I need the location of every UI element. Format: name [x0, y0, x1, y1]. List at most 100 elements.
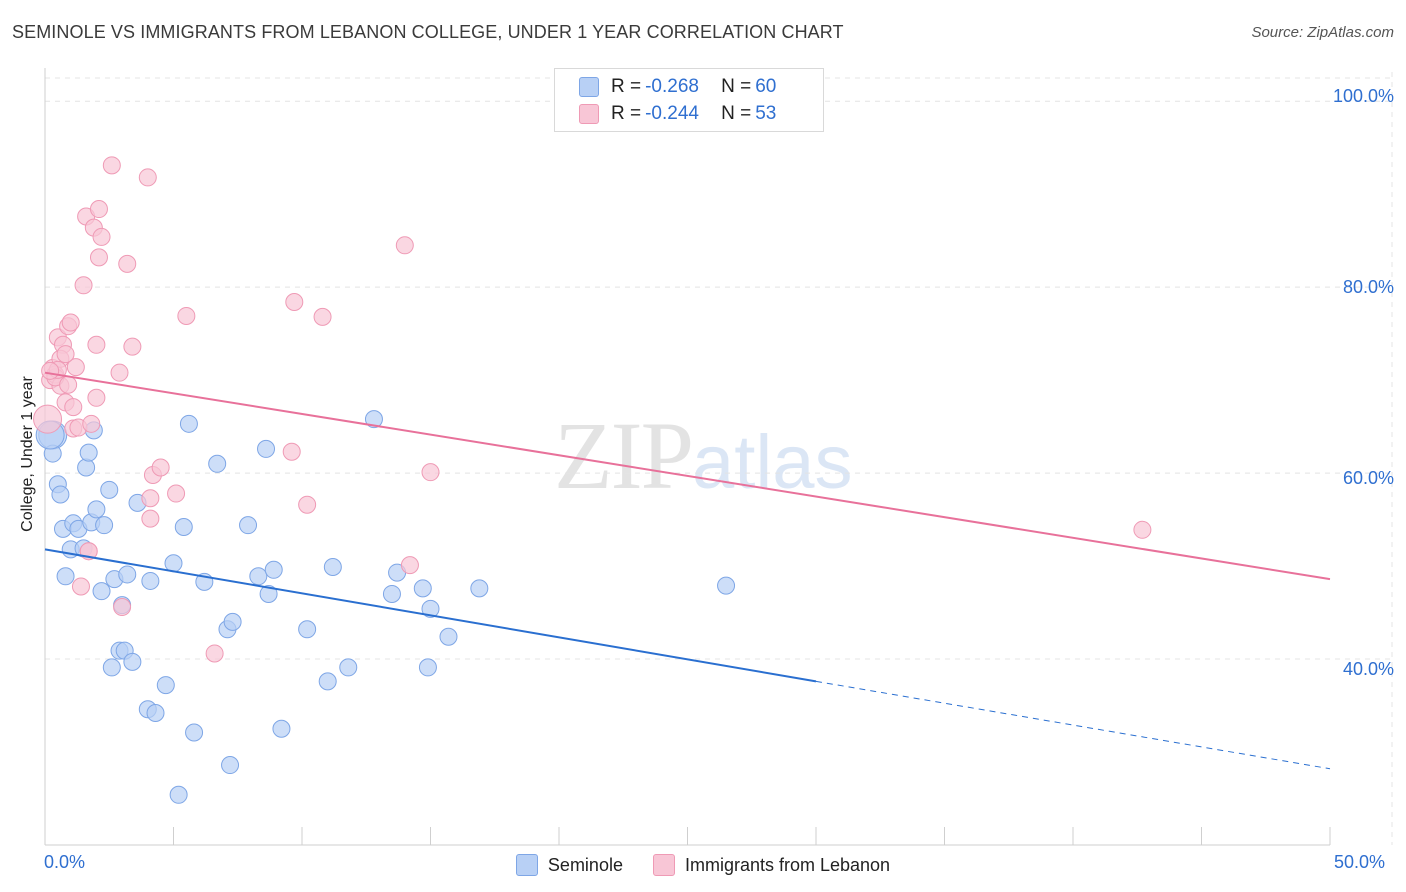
seminole-point — [239, 516, 258, 535]
legend-item-lebanon: Immigrants from Lebanon — [652, 854, 891, 876]
seminole-point — [164, 554, 183, 573]
legend-swatch-lebanon — [652, 854, 675, 876]
seminole-point — [156, 676, 175, 695]
lebanon-point — [33, 404, 63, 434]
lebanon-point — [89, 200, 108, 219]
seminole-trend-line — [44, 548, 817, 683]
correlation-legend: R = -0.268 N = 60 R = -0.244 N = 53 — [554, 68, 824, 132]
legend-row-lebanon: R = -0.244 N = 53 — [579, 101, 795, 127]
seminole-point — [221, 756, 240, 775]
lebanon-point — [92, 227, 111, 246]
lebanon-point — [74, 276, 93, 295]
chart-title: SEMINOLE VS IMMIGRANTS FROM LEBANON COLL… — [12, 22, 844, 42]
seminole-point — [118, 565, 137, 584]
seminole-point — [51, 485, 70, 504]
lebanon-trend-line — [44, 371, 1331, 581]
seminole-point — [79, 443, 98, 462]
seminole-point — [418, 658, 437, 677]
lebanon-point — [64, 398, 83, 417]
seminole-point — [272, 719, 291, 738]
seminole-point — [179, 414, 198, 433]
source-label: Source: ZipAtlas.com — [1251, 24, 1394, 41]
legend-swatch-seminole — [515, 854, 538, 876]
legend-label-lebanon: Immigrants from Lebanon — [684, 854, 891, 875]
lebanon-point — [313, 307, 332, 326]
seminole-point — [223, 612, 242, 631]
y-tick-label-60: 60.0% — [1342, 468, 1394, 488]
seminole-point — [323, 558, 342, 577]
seminole-point — [259, 584, 278, 603]
legend-r-value: -0.244 — [645, 103, 699, 124]
legend-r-label: R = — [611, 103, 642, 124]
lebanon-point — [41, 361, 60, 380]
seminole-point — [146, 703, 165, 722]
legend-r-label: R = — [611, 76, 642, 97]
seminole-point — [174, 518, 193, 537]
lebanon-point — [421, 463, 440, 482]
lebanon-point — [395, 236, 414, 255]
lebanon-point — [400, 556, 419, 575]
seminole-point — [100, 480, 119, 499]
lebanon-point — [113, 597, 132, 616]
legend-r-value: -0.268 — [645, 76, 699, 97]
legend-item-seminole: Seminole — [515, 854, 623, 876]
seminole-point — [298, 620, 317, 639]
legend-n-value: 60 — [755, 76, 777, 97]
lebanon-point — [89, 248, 108, 267]
lebanon-point — [87, 335, 106, 354]
lebanon-point — [82, 414, 101, 433]
seminole-point — [208, 454, 227, 473]
lebanon-point — [167, 484, 186, 503]
seminole-point — [123, 652, 142, 671]
y-axis-label: College, Under 1 year — [19, 376, 36, 532]
seminole-trend-extension — [815, 680, 1331, 770]
seminole-point — [382, 584, 401, 603]
seminole-point — [421, 599, 440, 618]
watermark: ZIPatlas — [554, 400, 853, 511]
lebanon-point — [61, 313, 80, 332]
lebanon-point — [298, 495, 317, 514]
lebanon-point — [102, 156, 121, 175]
x-tick-label-min: 0.0% — [44, 852, 86, 872]
seminole-point — [339, 658, 358, 677]
seminole-point — [249, 567, 268, 586]
series-legend: Seminole Immigrants from Lebanon — [0, 852, 1406, 878]
lebanon-point — [110, 363, 129, 382]
legend-label-seminole: Seminole — [547, 854, 623, 875]
legend-n-label: N = — [721, 103, 752, 124]
seminole-point — [95, 516, 114, 535]
x-tick-label-max: 50.0% — [1334, 852, 1386, 872]
legend-n-value: 53 — [755, 103, 777, 124]
watermark-zip: ZIP — [554, 402, 694, 509]
legend-swatch-pink — [579, 104, 599, 124]
y-tick-label-40: 40.0% — [1342, 659, 1394, 679]
seminole-point — [470, 579, 489, 598]
lebanon-point — [87, 388, 106, 407]
seminole-point — [264, 560, 283, 579]
seminole-point — [141, 571, 160, 590]
lebanon-point — [123, 337, 142, 356]
seminole-point — [185, 723, 204, 742]
seminole-point — [318, 672, 337, 691]
lebanon-point — [177, 306, 196, 325]
legend-swatch-blue — [579, 77, 599, 97]
legend-n-label: N = — [721, 76, 752, 97]
seminole-point — [169, 785, 188, 804]
lebanon-point — [1133, 520, 1152, 539]
lebanon-point — [71, 577, 90, 596]
seminole-point — [439, 627, 458, 646]
y-tick-label-100: 100.0% — [1332, 86, 1394, 106]
lebanon-point — [141, 489, 160, 508]
lebanon-point — [285, 293, 304, 312]
lebanon-point — [59, 375, 78, 394]
lebanon-point — [151, 458, 170, 477]
seminole-point — [92, 582, 111, 601]
seminole-point — [102, 658, 121, 677]
seminole-point — [77, 458, 96, 477]
lebanon-point — [118, 254, 137, 273]
seminole-point — [364, 410, 383, 429]
watermark-atlas: atlas — [692, 420, 853, 505]
lebanon-point — [56, 345, 75, 364]
seminole-point — [717, 576, 736, 595]
